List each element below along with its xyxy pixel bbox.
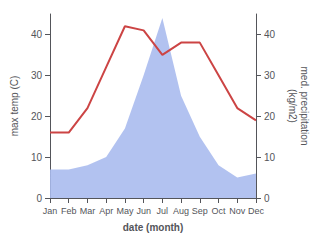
svg-text:Dec: Dec	[248, 206, 265, 216]
svg-text:Mar: Mar	[80, 206, 96, 216]
svg-text:(kg/m2): (kg/m2)	[287, 89, 298, 123]
svg-text:May: May	[116, 206, 134, 216]
svg-text:Feb: Feb	[61, 206, 77, 216]
svg-text:Oct: Oct	[212, 206, 227, 216]
svg-text:med. precipitation: med. precipitation	[299, 67, 310, 146]
svg-text:10: 10	[264, 152, 276, 163]
svg-text:30: 30	[31, 70, 43, 81]
svg-text:Jun: Jun	[136, 206, 151, 216]
svg-text:0: 0	[264, 193, 270, 204]
svg-text:Apr: Apr	[99, 206, 113, 216]
svg-text:30: 30	[264, 70, 276, 81]
svg-text:max temp (C): max temp (C)	[9, 76, 20, 137]
svg-text:0: 0	[36, 193, 42, 204]
svg-text:date (month): date (month)	[123, 222, 184, 233]
svg-text:20: 20	[264, 111, 276, 122]
svg-text:10: 10	[31, 152, 43, 163]
svg-text:Jan: Jan	[43, 206, 58, 216]
svg-text:Aug: Aug	[173, 206, 189, 216]
svg-text:Nov: Nov	[229, 206, 246, 216]
svg-text:Jul: Jul	[157, 206, 169, 216]
svg-text:20: 20	[31, 111, 43, 122]
svg-text:Sep: Sep	[192, 206, 208, 216]
svg-text:40: 40	[264, 29, 276, 40]
svg-text:40: 40	[31, 29, 43, 40]
